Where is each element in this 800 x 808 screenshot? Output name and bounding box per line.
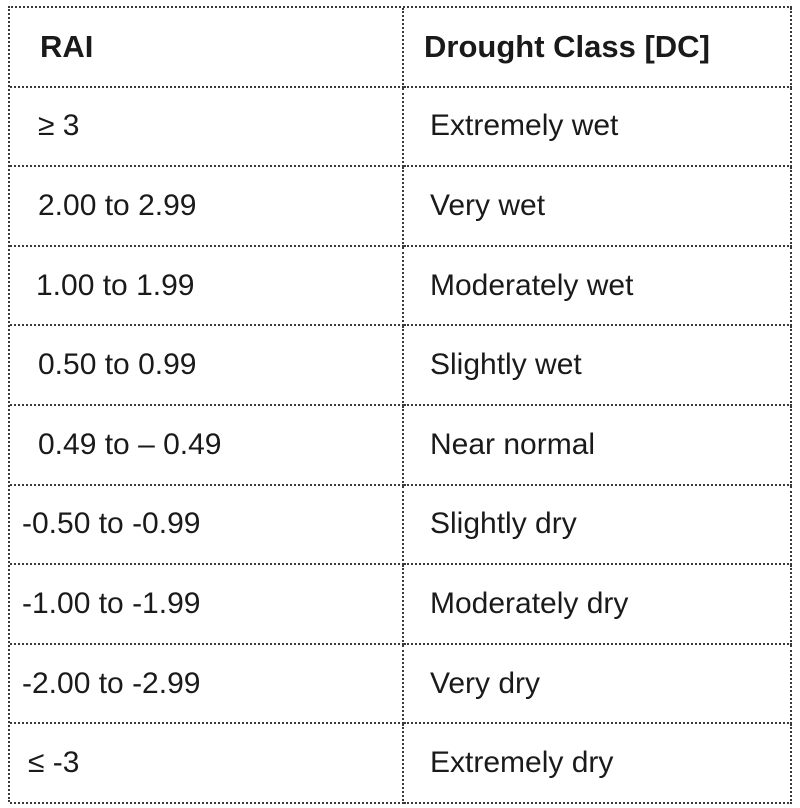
header-drought-class: Drought Class [DC] [404, 8, 792, 88]
rai-cell: ≤ -3 [10, 724, 404, 804]
table-row: -0.50 to -0.99 Slightly dry [10, 485, 792, 566]
table-row: 1.00 to 1.99 Moderately wet [10, 246, 792, 327]
rai-cell: 0.50 to 0.99 [10, 326, 404, 406]
table-row: ≤ -3 Extremely dry [10, 724, 792, 804]
table-row: -1.00 to -1.99 Moderately dry [10, 565, 792, 645]
table-row: 0.49 to – 0.49 Near normal [10, 405, 792, 486]
table-row: 0.50 to 0.99 Slightly wet [10, 326, 792, 406]
rai-cell: 2.00 to 2.99 [10, 167, 404, 247]
drought-class-cell: Moderately wet [404, 246, 792, 327]
rai-cell: -1.00 to -1.99 [10, 565, 404, 645]
drought-class-cell: Slightly dry [404, 485, 792, 566]
drought-class-cell: Very dry [404, 644, 792, 725]
rai-cell: -2.00 to -2.99 [10, 644, 404, 725]
header-rai: RAI [10, 8, 404, 88]
table-row: 2.00 to 2.99 Very wet [10, 167, 792, 247]
table-row: -2.00 to -2.99 Very dry [10, 644, 792, 725]
drought-class-cell: Very wet [404, 167, 792, 247]
rai-cell: 0.49 to – 0.49 [10, 405, 404, 486]
table-row: ≥ 3 Extremely wet [10, 87, 792, 168]
rai-cell: 1.00 to 1.99 [10, 246, 404, 327]
drought-class-cell: Slightly wet [404, 326, 792, 406]
drought-class-cell: Moderately dry [404, 565, 792, 645]
drought-class-cell: Extremely dry [404, 724, 792, 804]
rai-cell: ≥ 3 [10, 87, 404, 168]
rai-cell: -0.50 to -0.99 [10, 485, 404, 566]
table-header-row: RAI Drought Class [DC] [10, 8, 792, 88]
drought-class-cell: Extremely wet [404, 87, 792, 168]
rai-drought-class-table: RAI Drought Class [DC] ≥ 3 Extremely wet… [8, 6, 792, 804]
drought-class-cell: Near normal [404, 405, 792, 486]
